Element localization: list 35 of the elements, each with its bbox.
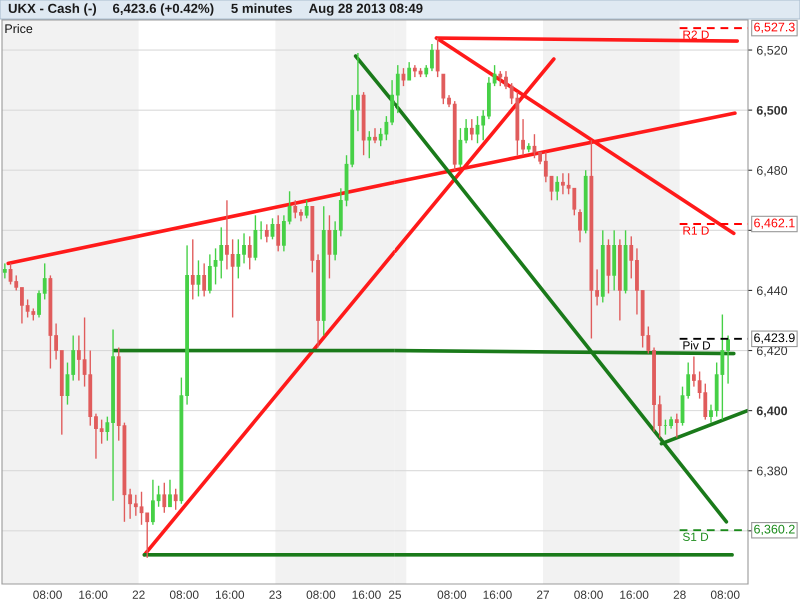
ref-line-label: Piv D <box>683 340 710 350</box>
y-tick-label: 6,440 <box>756 286 788 297</box>
x-tick-label: 16:00 <box>620 590 648 599</box>
y-tick-label: 6,380 <box>756 466 788 477</box>
annotation: Price <box>5 24 32 34</box>
text: 5 minutes <box>231 3 292 14</box>
chart-subtitle: 6,423.6 (+0.42%) <box>112 3 214 16</box>
y-tick-label: 6,500 <box>756 106 788 117</box>
text: 6,462.1 <box>754 218 795 229</box>
x-tick-label: 22 <box>132 590 145 599</box>
x-tick-label: 23 <box>269 590 282 599</box>
y-tick-label: 6,400 <box>756 406 788 418</box>
chart-title: UKX - Cash (-) <box>8 3 96 16</box>
y-tick-label: 6,480 <box>756 166 788 176</box>
x-tick-label: 25 <box>388 590 402 599</box>
text: 6,423.9 <box>754 333 795 344</box>
ref-line-label: S1 D <box>682 532 708 541</box>
x-tick-label: 16:00 <box>352 590 381 599</box>
x-tick-label: 27 <box>537 590 549 599</box>
text: 6,527.3 <box>754 22 795 33</box>
x-tick-label: 16:00 <box>79 590 108 599</box>
x-tick-label: 16:00 <box>484 590 512 599</box>
x-tick-label: 08:00 <box>306 590 336 599</box>
y-tick-label: 6,520 <box>756 46 788 56</box>
x-tick-label: 08:00 <box>438 590 466 599</box>
ref-line-label: R1 D <box>683 226 709 235</box>
x-tick-label: 16:00 <box>216 590 244 599</box>
text: 6,360.2 <box>754 524 795 536</box>
ref-line-label: R2 D <box>683 30 709 39</box>
x-tick-label: 08:00 <box>710 590 740 599</box>
x-tick-label: 08:00 <box>574 590 603 599</box>
text: Aug 28 2013 08:49 <box>308 4 423 16</box>
x-tick-label: 28 <box>674 590 686 599</box>
x-tick-label: 08:00 <box>33 590 62 599</box>
x-tick-label: 08:00 <box>170 590 199 599</box>
